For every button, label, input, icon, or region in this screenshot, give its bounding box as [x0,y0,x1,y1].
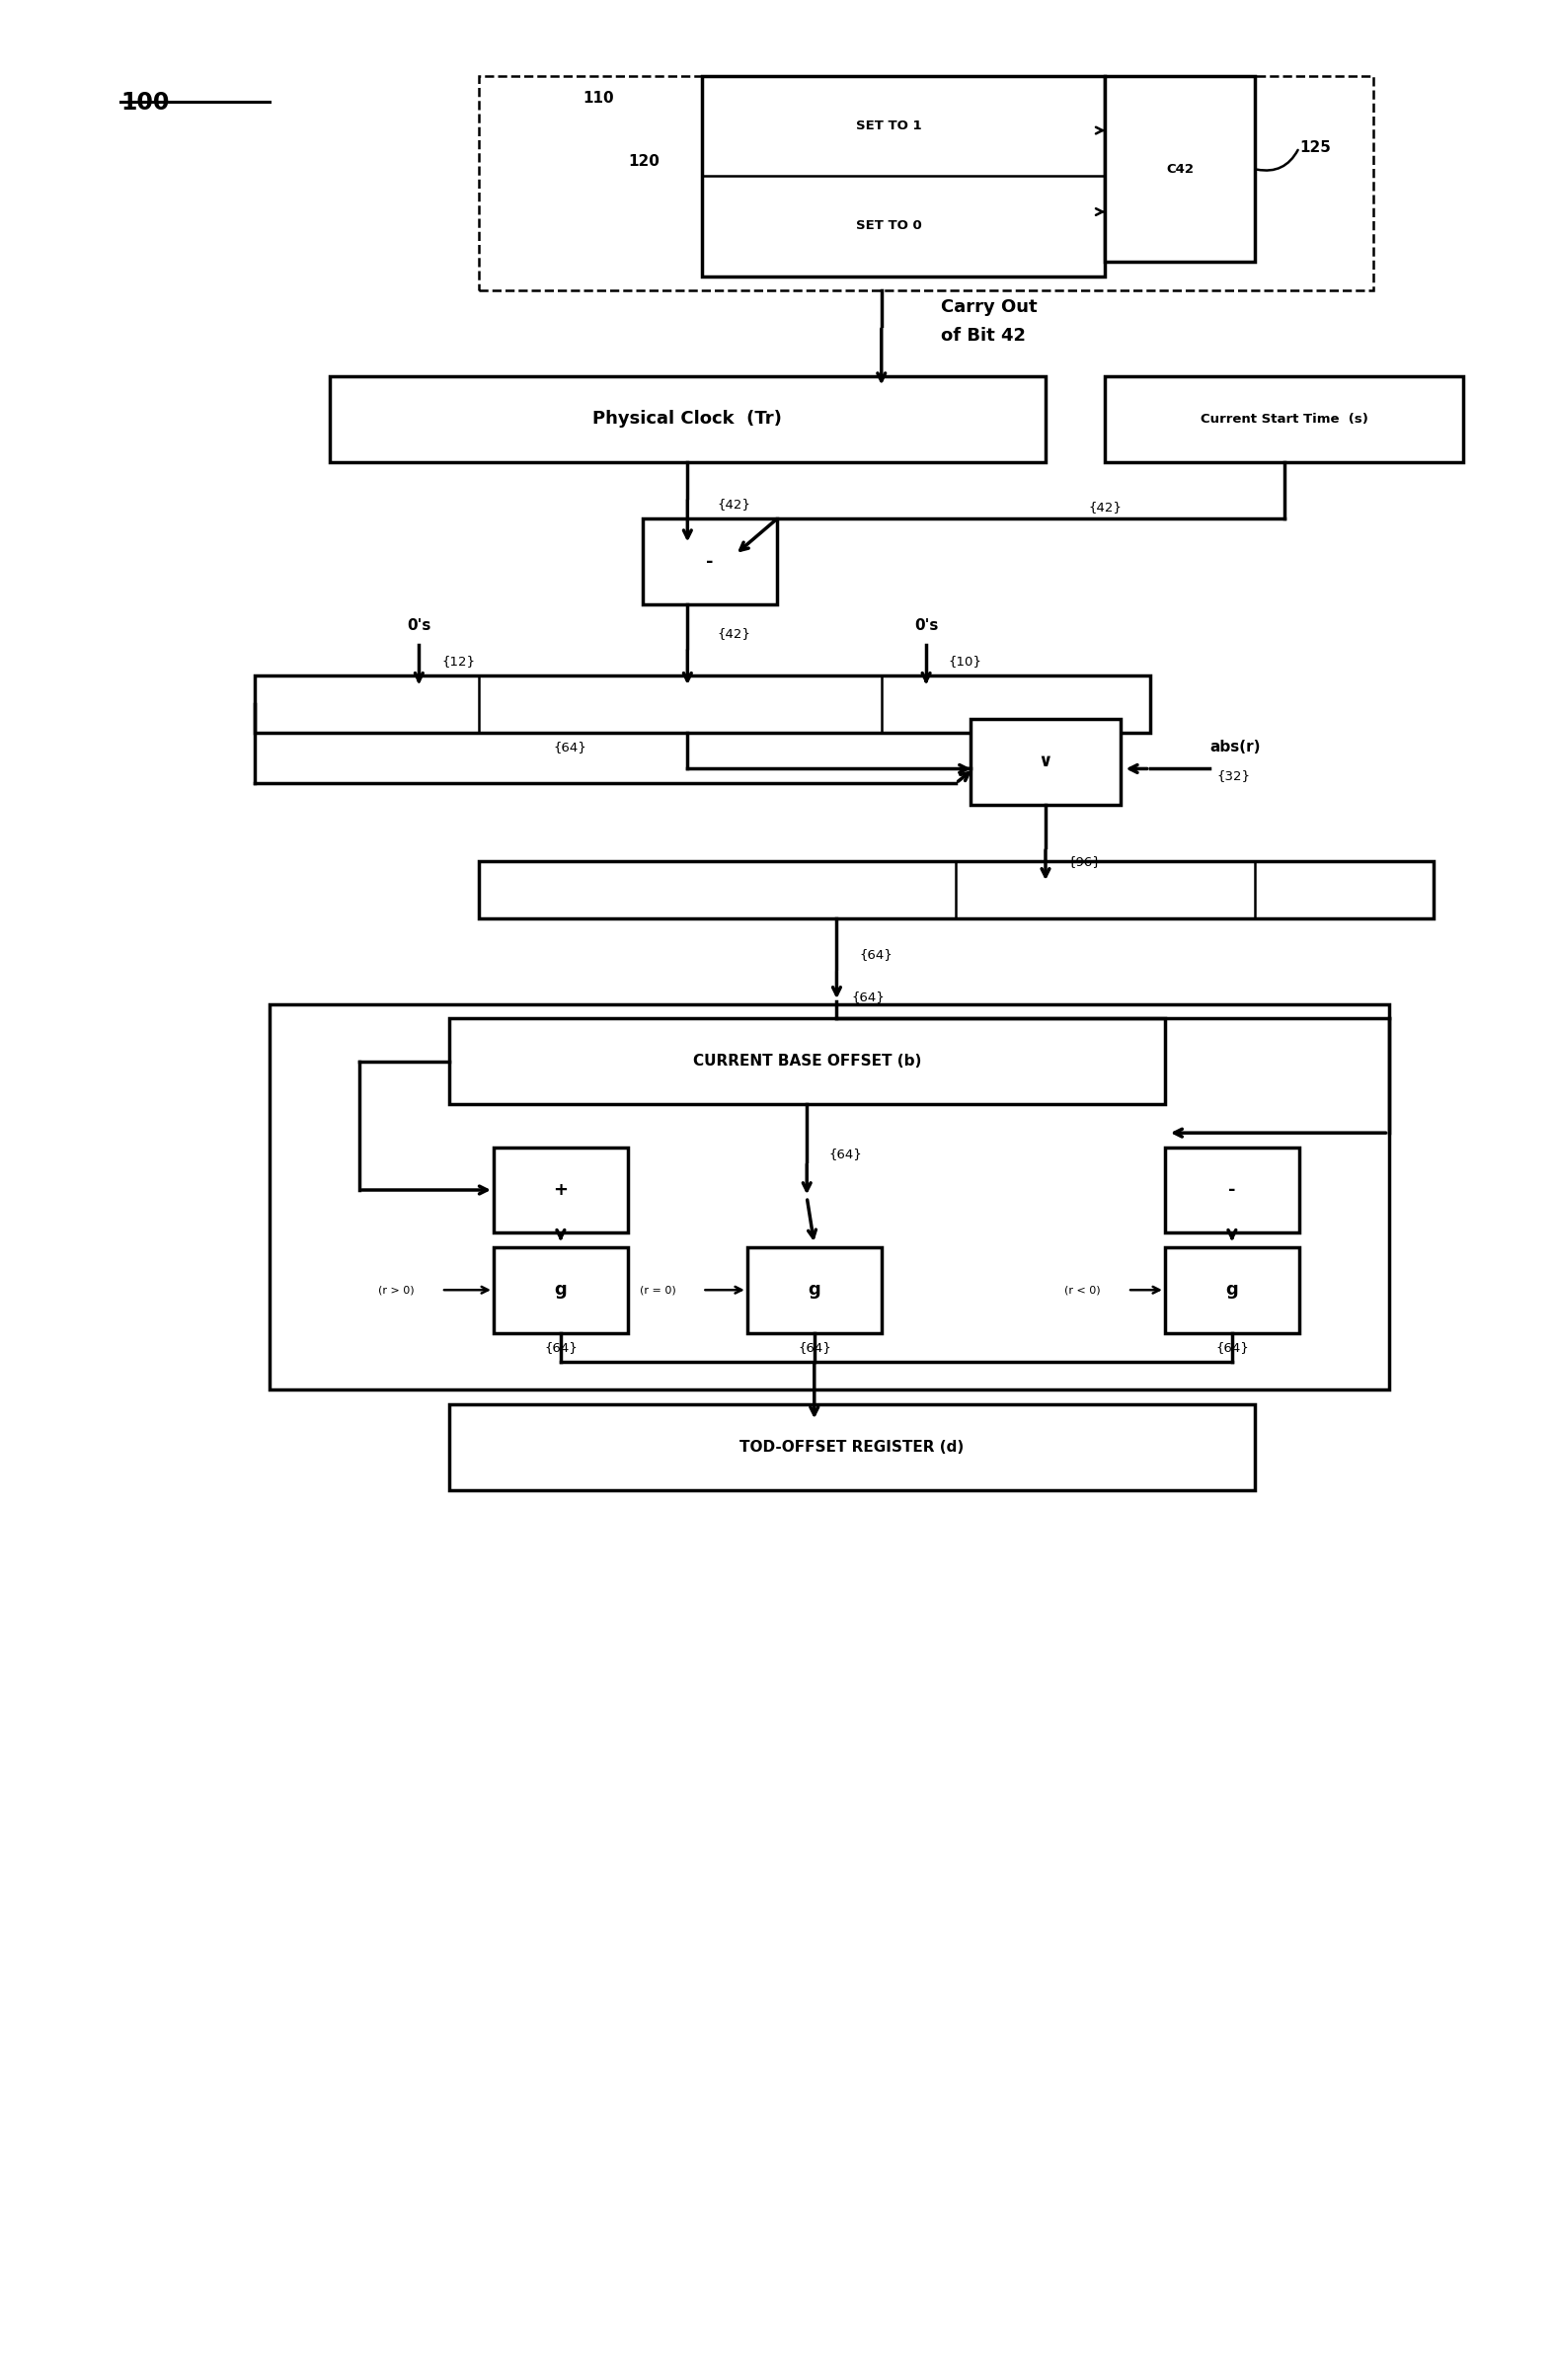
Text: 100: 100 [121,90,169,114]
Bar [1105,76,1254,262]
Bar [643,519,777,605]
Text: {64}: {64} [852,990,884,1004]
Text: -: - [706,552,713,571]
Text: TOD-OFFSET REGISTER (d): TOD-OFFSET REGISTER (d) [740,1440,963,1454]
Text: 110: 110 [583,90,614,105]
Text: Carry Out: Carry Out [942,298,1038,317]
Text: (r > 0): (r > 0) [379,1285,415,1295]
Text: +: + [553,1180,569,1200]
Text: {64}: {64} [830,1147,862,1161]
Text: g: g [555,1280,567,1299]
Text: (r = 0): (r = 0) [640,1285,676,1295]
Text: {42}: {42} [718,497,751,512]
Text: -: - [1228,1180,1235,1200]
Text: of Bit 42: of Bit 42 [942,326,1026,345]
Bar [270,1004,1389,1390]
Text: {64}: {64} [797,1340,831,1354]
Bar [971,719,1120,804]
Text: Current Start Time  (s): Current Start Time (s) [1200,412,1368,426]
Text: {32}: {32} [1217,769,1251,783]
Text: 125: 125 [1299,140,1330,155]
Text: CURRENT BASE OFFSET (b): CURRENT BASE OFFSET (b) [693,1054,922,1069]
Text: {96}: {96} [1068,854,1102,869]
Bar [702,76,1105,276]
Text: {10}: {10} [948,654,982,669]
Text: (r < 0): (r < 0) [1064,1285,1100,1295]
Text: {12}: {12} [441,654,476,669]
Text: C42: C42 [1166,162,1193,176]
Bar [329,376,1046,462]
Text: SET TO 1: SET TO 1 [856,119,922,133]
Bar [1105,376,1464,462]
Bar [1166,1247,1299,1333]
Text: SET TO 0: SET TO 0 [856,219,922,233]
Text: {42}: {42} [718,626,751,640]
Bar [449,1404,1254,1490]
Bar [747,1247,881,1333]
Bar [494,1247,628,1333]
Text: {64}: {64} [553,740,586,754]
Text: Physical Clock  (Tr): Physical Clock (Tr) [592,409,782,428]
Text: {42}: {42} [1088,502,1122,514]
Bar [479,862,1433,919]
Bar [1166,1147,1299,1233]
Text: {64}: {64} [1215,1340,1249,1354]
Bar [449,1019,1166,1104]
Bar [479,76,1374,290]
Text: 0's: 0's [407,619,430,633]
Text: {64}: {64} [544,1340,578,1354]
Text: g: g [808,1280,821,1299]
Text: abs(r): abs(r) [1209,740,1260,754]
Bar [494,1147,628,1233]
Text: 0's: 0's [914,619,939,633]
Bar [255,676,1150,733]
Text: {64}: {64} [859,947,892,962]
Text: ∨: ∨ [1038,752,1052,771]
Text: g: g [1226,1280,1239,1299]
Text: 120: 120 [628,155,659,169]
